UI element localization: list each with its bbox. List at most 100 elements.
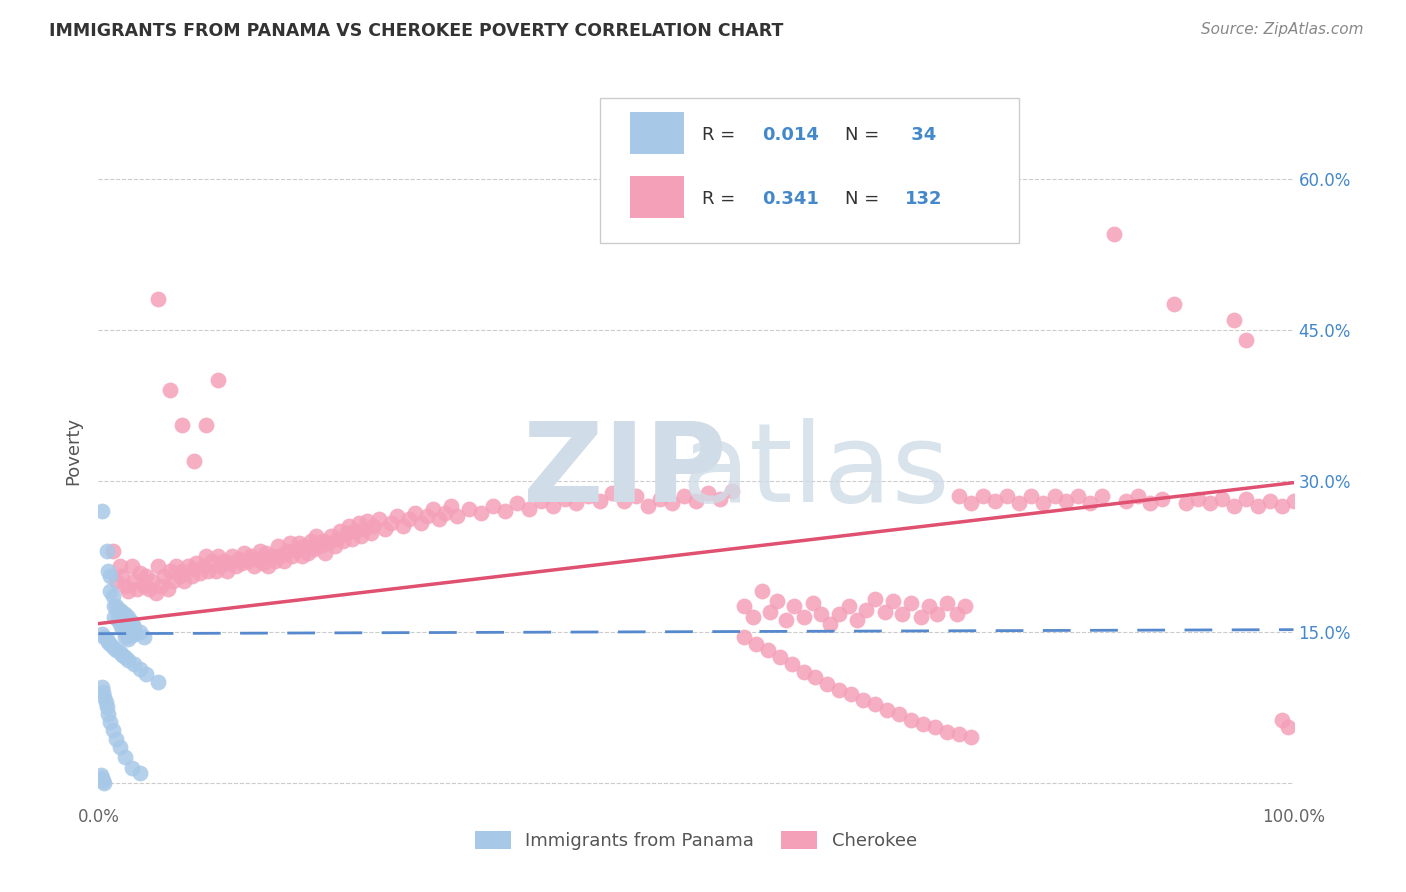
Point (121, 628, 143, 642)
Point (1234, 491, 1257, 506)
Point (1163, 297, 1185, 311)
Point (793, 609, 815, 624)
Point (810, 607, 832, 621)
Point (1091, 489, 1114, 503)
Point (815, 677, 838, 691)
Point (281, 549, 304, 564)
Point (111, 613, 134, 627)
Point (114, 620, 136, 634)
Point (530, 493, 553, 508)
Point (183, 453, 205, 467)
Point (398, 512, 420, 526)
Point (960, 731, 983, 745)
Point (948, 489, 970, 503)
Point (411, 516, 433, 530)
Point (340, 532, 363, 546)
Point (326, 532, 349, 546)
Point (1115, 493, 1137, 508)
Point (685, 493, 707, 508)
Point (103, 609, 125, 624)
Point (422, 501, 444, 516)
Point (1258, 493, 1281, 508)
Point (264, 554, 287, 568)
Point (96, 700, 118, 714)
Point (347, 516, 370, 530)
Point (889, 707, 911, 722)
Point (148, 675, 170, 690)
Point (673, 489, 696, 503)
Point (1043, 489, 1066, 503)
Point (481, 499, 505, 513)
Point (953, 599, 976, 614)
Text: Source: ZipAtlas.com: Source: ZipAtlas.com (1201, 22, 1364, 37)
Point (356, 514, 378, 528)
Point (188, 566, 211, 581)
Point (1223, 312, 1246, 326)
Point (165, 559, 187, 574)
Point (363, 519, 385, 533)
Point (231, 556, 253, 570)
Point (105, 642, 128, 657)
Point (125, 582, 148, 597)
Point (108, 740, 131, 755)
Point (254, 546, 277, 560)
Point (392, 519, 415, 533)
Point (195, 418, 218, 433)
Point (745, 637, 768, 651)
Point (173, 574, 195, 589)
Point (132, 579, 155, 593)
Point (217, 564, 239, 578)
Point (602, 485, 624, 500)
Point (1223, 499, 1246, 513)
Point (948, 727, 970, 741)
Point (132, 630, 155, 644)
Point (742, 609, 765, 624)
Point (221, 549, 243, 564)
Point (661, 496, 683, 510)
Point (841, 687, 863, 701)
Point (648, 491, 672, 506)
Point (613, 493, 636, 508)
Point (93, 690, 115, 705)
Point (103, 599, 125, 614)
Point (97, 707, 120, 722)
Point (117, 632, 139, 646)
Text: R =: R = (702, 190, 741, 208)
Point (96, 544, 118, 558)
Legend: Immigrants from Panama, Cherokee: Immigrants from Panama, Cherokee (468, 823, 924, 857)
Point (565, 496, 588, 510)
Point (96, 632, 118, 646)
Point (299, 534, 322, 549)
Point (108, 609, 131, 624)
Point (852, 693, 875, 707)
Text: IMMIGRANTS FROM PANAMA VS CHEROKEE POVERTY CORRELATION CHART: IMMIGRANTS FROM PANAMA VS CHEROKEE POVER… (49, 22, 783, 40)
Point (129, 765, 152, 780)
Point (91, 680, 114, 694)
Point (339, 519, 361, 533)
Point (368, 512, 391, 526)
Point (302, 542, 325, 557)
Point (111, 605, 134, 619)
Point (124, 620, 146, 634)
Point (149, 579, 172, 593)
FancyBboxPatch shape (630, 112, 685, 154)
Point (506, 496, 529, 510)
Point (900, 597, 922, 611)
Point (380, 516, 402, 530)
Point (117, 624, 139, 639)
Point (228, 552, 250, 566)
Point (336, 526, 359, 541)
Text: N =: N = (845, 190, 886, 208)
Point (107, 607, 129, 621)
Point (129, 624, 152, 639)
Point (117, 616, 139, 631)
Point (768, 649, 790, 664)
Point (284, 544, 307, 558)
Text: 0.341: 0.341 (762, 190, 818, 208)
Point (960, 496, 983, 510)
Point (984, 493, 1007, 508)
Point (129, 662, 152, 676)
Point (427, 512, 450, 526)
Point (243, 559, 266, 574)
Point (177, 559, 200, 574)
